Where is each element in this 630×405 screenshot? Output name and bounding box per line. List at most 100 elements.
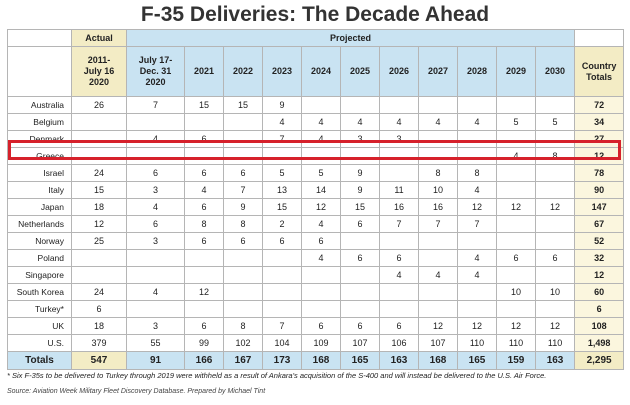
jul-dec-cell: 4 xyxy=(126,198,185,216)
year-cell xyxy=(379,232,419,250)
col-actual-line1: 2011- xyxy=(87,55,111,65)
actual-cell: 15 xyxy=(71,181,127,199)
jul-dec-cell: 3 xyxy=(126,317,185,335)
totals-year: 159 xyxy=(496,351,536,370)
year-cell: 13 xyxy=(262,181,302,199)
year-cell xyxy=(534,215,576,233)
actual-cell: 379 xyxy=(71,334,127,352)
totals-year: 167 xyxy=(223,351,263,370)
year-cell: 16 xyxy=(379,198,419,216)
year-cell xyxy=(223,113,263,131)
jul-dec-cell xyxy=(126,300,185,318)
year-cell: 6 xyxy=(184,164,224,182)
year-cell xyxy=(301,283,341,301)
year-cell: 16 xyxy=(418,198,458,216)
country-name: Japan xyxy=(7,198,72,216)
year-cell: 15 xyxy=(223,96,263,114)
year-cell: 7 xyxy=(223,181,263,199)
year-cell: 6 xyxy=(223,232,263,250)
year-cell xyxy=(301,147,341,165)
year-cell: 4 xyxy=(457,181,497,199)
year-cell xyxy=(184,300,224,318)
year-cell xyxy=(223,300,263,318)
year-cell: 6 xyxy=(340,249,380,267)
col-jul-header: July 17- Dec. 31 2020 xyxy=(126,46,185,97)
country-name: Israel xyxy=(7,164,72,182)
table-row: Poland 4 6 6 4 6 6 32 xyxy=(7,249,625,267)
jul-dec-cell: 7 xyxy=(126,96,185,114)
year-cell: 6 xyxy=(184,317,224,335)
f35-deliveries-table: Actual Projected 2011- July 16 2020 July… xyxy=(7,29,625,370)
year-cell xyxy=(457,300,497,318)
year-cell: 6 xyxy=(496,249,536,267)
year-cell: 12 xyxy=(184,283,224,301)
year-cell xyxy=(301,266,341,284)
year-cell: 6 xyxy=(184,198,224,216)
col-jul-line2: Dec. 31 xyxy=(139,66,172,76)
country-name: Turkey* xyxy=(7,300,72,318)
jul-dec-cell: 3 xyxy=(126,232,185,250)
year-cell: 4 xyxy=(457,249,497,267)
year-cell: 110 xyxy=(496,334,536,352)
jul-dec-cell xyxy=(126,147,185,165)
year-cell: 8 xyxy=(223,215,263,233)
year-cell: 12 xyxy=(534,317,576,335)
table-body: Australia 26 7 15 15 9 72 Belgium 4 4 4 4 4 4 5 5 34 Denm… xyxy=(7,96,625,352)
year-cell: 12 xyxy=(457,317,497,335)
year-cell: 4 xyxy=(301,249,341,267)
totals-label: Totals xyxy=(7,351,72,370)
year-cell: 5 xyxy=(301,164,341,182)
year-cell: 12 xyxy=(301,198,341,216)
year-cell xyxy=(418,249,458,267)
year-cell: 14 xyxy=(301,181,341,199)
year-cell xyxy=(379,147,419,165)
year-cell: 4 xyxy=(301,113,341,131)
year-cell xyxy=(496,164,536,182)
year-cell xyxy=(496,300,536,318)
totals-row: Totals 547 91 166 167 173 168 165 163 16… xyxy=(7,351,625,370)
col-jul-line1: July 17- xyxy=(138,55,173,65)
year-cell: 110 xyxy=(534,334,576,352)
year-cell: 6 xyxy=(223,164,263,182)
group-projected: Projected xyxy=(125,29,576,47)
group-blank xyxy=(574,29,625,47)
jul-dec-cell: 55 xyxy=(126,334,185,352)
year-cell xyxy=(184,147,224,165)
jul-dec-cell xyxy=(126,266,185,284)
year-cell xyxy=(418,130,458,148)
col-total-line1: Country xyxy=(581,60,617,71)
jul-dec-cell: 6 xyxy=(126,164,185,182)
year-cell xyxy=(223,249,263,267)
year-cell xyxy=(379,283,419,301)
actual-cell xyxy=(71,130,127,148)
year-cell: 6 xyxy=(184,130,224,148)
totals-year: 165 xyxy=(457,351,497,370)
year-cell xyxy=(534,164,576,182)
year-cell xyxy=(340,283,380,301)
country-total-cell: 60 xyxy=(574,283,625,301)
year-cell xyxy=(340,300,380,318)
col-actual-header: 2011- July 16 2020 xyxy=(71,46,127,97)
actual-cell xyxy=(71,266,127,284)
col-year-header: 2026 xyxy=(379,46,419,97)
actual-cell: 26 xyxy=(71,96,127,114)
year-cell: 7 xyxy=(262,317,302,335)
col-year-header: 2030 xyxy=(534,46,576,97)
year-cell: 7 xyxy=(379,215,419,233)
year-cell: 4 xyxy=(262,113,302,131)
year-cell: 109 xyxy=(301,334,341,352)
totals-grand: 2,295 xyxy=(574,351,625,370)
country-total-cell: 12 xyxy=(574,266,625,284)
totals-year: 173 xyxy=(262,351,302,370)
year-cell xyxy=(534,232,576,250)
year-cell: 12 xyxy=(496,198,536,216)
year-cell: 2 xyxy=(262,215,302,233)
year-cell: 4 xyxy=(457,113,497,131)
col-year-header: 2029 xyxy=(496,46,536,97)
col-jul-line3: 2020 xyxy=(145,77,166,87)
year-cell: 15 xyxy=(340,198,380,216)
year-cell: 8 xyxy=(184,215,224,233)
corner-cell xyxy=(7,29,72,47)
year-cell: 4 xyxy=(496,147,536,165)
year-cell: 11 xyxy=(379,181,419,199)
